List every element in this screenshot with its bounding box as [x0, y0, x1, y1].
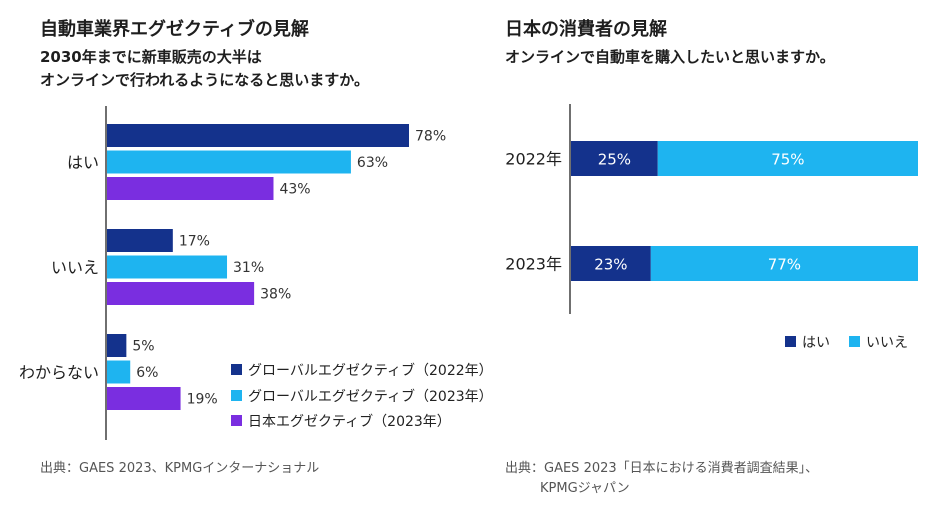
category-label: 2022年 — [505, 150, 562, 169]
right-chart-source-line1: 出典：GAES 2023「日本における消費者調査結果」、 — [505, 461, 819, 476]
legend-swatch — [849, 336, 860, 347]
bar — [107, 124, 409, 147]
right-chart-source-line2: KPMGジャパン — [540, 481, 630, 496]
category-label: はい — [67, 153, 99, 172]
bar — [107, 282, 255, 305]
bar-value-label: 43% — [279, 182, 310, 198]
left-chart-subtitle-line2: オンラインで行われるようになると思いますか。 — [40, 71, 369, 89]
category-label: いいえ — [51, 258, 99, 277]
left-chart-title: 自動車業界エグゼクティブの見解 — [40, 19, 309, 40]
bar-segment-label: 23% — [594, 256, 627, 274]
bar-segment — [650, 246, 918, 281]
bar — [107, 150, 351, 174]
bar-value-label: 5% — [132, 339, 154, 355]
legend-swatch — [231, 390, 242, 401]
bar-value-label: 38% — [260, 287, 291, 303]
bar-segment — [657, 141, 918, 176]
legend-label: グローバルエグゼクティブ（2023年） — [248, 388, 493, 405]
bar-segment-label: 25% — [598, 151, 631, 169]
bar-segment — [571, 246, 651, 281]
legend-label: 日本エグゼクティブ（2023年） — [248, 413, 451, 430]
category-label: 2023年 — [505, 255, 562, 274]
legend-swatch — [231, 364, 242, 375]
bar-segment — [571, 141, 658, 176]
right-chart-title: 日本の消費者の見解 — [505, 19, 667, 40]
bar — [107, 229, 173, 252]
bar-value-label: 63% — [357, 155, 388, 171]
legend-swatch — [785, 336, 796, 347]
legend-label: はい — [802, 335, 830, 351]
right-chart-subtitle: オンラインで自動車を購入したいと思いますか。 — [505, 48, 835, 66]
bar-segment-label: 77% — [768, 256, 801, 274]
category-label: わからない — [19, 363, 99, 382]
bar — [107, 334, 127, 357]
bar-value-label: 6% — [136, 365, 158, 381]
bar-value-label: 31% — [233, 260, 264, 276]
bar-value-label: 78% — [415, 129, 446, 145]
bar-value-label: 17% — [179, 234, 210, 250]
bar — [107, 177, 274, 200]
bar — [107, 387, 181, 410]
bar-value-label: 19% — [187, 392, 218, 408]
bar — [107, 255, 228, 279]
left-chart-subtitle-line1: 2030年までに新車販売の大半は — [40, 48, 262, 66]
legend-label: グローバルエグゼクティブ（2022年） — [248, 362, 493, 379]
bar-segment-label: 75% — [771, 151, 804, 169]
left-chart-source: 出典：GAES 2023、KPMGインターナショナル — [40, 461, 320, 476]
bar — [107, 360, 131, 384]
legend-swatch — [231, 415, 242, 426]
legend-label: いいえ — [866, 335, 908, 351]
